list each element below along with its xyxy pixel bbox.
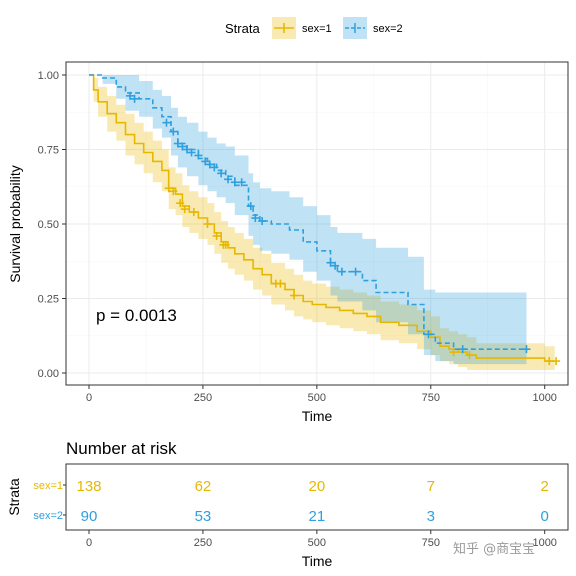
risk-count: 62	[195, 478, 212, 495]
risk-x-tick-label: 0	[86, 537, 92, 549]
censor-mark	[217, 169, 226, 178]
censor-mark	[337, 267, 346, 276]
survival-curve-sex=1	[89, 74, 555, 362]
risk-table: Number at risk sex=1 138 62 20 7 2 sex=2 90 53 21…	[6, 439, 569, 569]
risk-row-label: sex=2	[33, 510, 63, 522]
censor-mark	[351, 267, 360, 276]
censor-mark	[246, 202, 255, 211]
risk-rows: sex=1 138 62 20 7 2 sex=2 90 53 21 3 0	[33, 478, 549, 525]
confidence-band-sex=1	[89, 75, 555, 370]
censor-marks	[126, 91, 561, 366]
censor-mark	[221, 240, 230, 249]
y-tick-label: 0.00	[38, 368, 59, 380]
legend-label-sex2: sex=2	[373, 23, 403, 35]
y-axis-title: Survival probability	[7, 165, 23, 283]
censor-mark	[194, 151, 203, 160]
censor-mark	[162, 118, 171, 127]
censor-mark	[458, 345, 467, 354]
risk-x-tick-label: 750	[422, 537, 440, 549]
risk-count: 0	[541, 508, 549, 525]
censor-mark	[173, 139, 182, 148]
risk-count: 3	[427, 508, 435, 525]
risk-count: 20	[309, 478, 326, 495]
risk-x-tick-label: 250	[194, 537, 212, 549]
y-tick-label: 0.75	[38, 145, 59, 157]
risk-count: 7	[427, 478, 435, 495]
x-tick-label: 0	[86, 392, 92, 404]
censor-mark	[201, 157, 210, 166]
risk-count: 2	[541, 478, 549, 495]
censor-mark	[130, 94, 139, 103]
legend: Strata sex=1 sex=2	[225, 17, 403, 39]
legend-label-sex1: sex=1	[302, 23, 332, 35]
censor-mark	[210, 163, 219, 172]
risk-table-title: Number at risk	[66, 439, 177, 458]
censor-mark	[212, 231, 221, 240]
x-axis-ticks: 0 250 500 750 1000	[86, 385, 557, 404]
risk-x-axis-ticks: 0 250 500 750 1000	[86, 530, 557, 549]
censor-mark	[276, 279, 285, 288]
watermark: 知乎 @商宝宝	[453, 541, 535, 557]
censor-mark	[251, 214, 260, 223]
risk-row-label: sex=1	[33, 480, 63, 492]
censor-mark	[178, 142, 187, 151]
p-value-annotation: p = 0.0013	[96, 306, 177, 325]
censor-mark	[522, 345, 531, 354]
censor-mark	[290, 291, 299, 300]
confidence-band-sex=2	[89, 75, 527, 365]
risk-x-tick-label: 1000	[532, 537, 556, 549]
censor-mark	[230, 178, 239, 187]
legend-title: Strata	[225, 21, 260, 36]
censor-mark	[326, 258, 335, 267]
main-grid	[66, 62, 568, 385]
x-tick-label: 250	[194, 392, 212, 404]
censor-mark	[465, 351, 474, 360]
censor-mark	[180, 205, 189, 214]
x-tick-label: 500	[308, 392, 326, 404]
risk-x-tick-label: 500	[308, 537, 326, 549]
y-tick-label: 0.50	[38, 219, 59, 231]
y-tick-label: 1.00	[38, 70, 59, 82]
x-tick-label: 750	[422, 392, 440, 404]
risk-x-axis-title: Time	[302, 553, 333, 569]
censor-mark	[182, 145, 191, 154]
x-tick-label: 1000	[532, 392, 556, 404]
censor-mark	[187, 148, 196, 157]
censor-mark	[258, 217, 267, 226]
main-plot: 0.00 0.25 0.50 0.75 1.00 0 250 500 750 1000 Time…	[7, 61, 569, 424]
censor-mark	[424, 330, 433, 339]
censor-mark	[449, 348, 458, 357]
censor-mark	[223, 175, 232, 184]
censor-mark	[331, 261, 340, 270]
x-axis-title: Time	[302, 408, 333, 424]
risk-count: 21	[309, 508, 326, 525]
risk-count: 138	[76, 478, 101, 495]
risk-y-axis-title: Strata	[6, 478, 22, 516]
censor-mark	[126, 91, 135, 100]
censor-mark	[176, 199, 185, 208]
y-tick-label: 0.25	[38, 294, 59, 306]
censor-mark	[237, 178, 246, 187]
censor-mark	[545, 357, 554, 366]
censor-mark	[189, 208, 198, 217]
censor-mark	[169, 127, 178, 136]
censor-mark	[164, 184, 173, 193]
censor-mark	[552, 357, 561, 366]
censor-mark	[205, 160, 214, 169]
censor-mark	[203, 220, 212, 228]
confidence-bands	[89, 75, 555, 370]
censor-mark	[169, 187, 178, 196]
risk-count: 90	[81, 508, 98, 525]
y-axis-ticks: 0.00 0.25 0.50 0.75 1.00	[38, 70, 66, 380]
risk-count: 53	[195, 508, 212, 525]
